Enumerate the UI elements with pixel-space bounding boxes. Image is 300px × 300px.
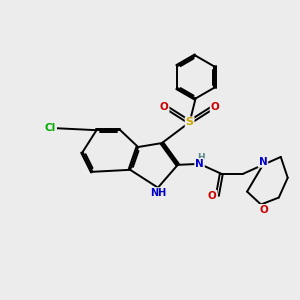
- Text: S: S: [186, 117, 194, 127]
- Text: O: O: [260, 205, 268, 215]
- Text: Cl: Cl: [45, 123, 56, 133]
- Text: N: N: [195, 159, 204, 169]
- Text: NH: NH: [150, 188, 166, 198]
- Text: H: H: [197, 153, 205, 162]
- Text: N: N: [259, 157, 267, 167]
- Text: O: O: [211, 102, 219, 112]
- Text: O: O: [160, 102, 169, 112]
- Text: O: O: [208, 190, 216, 201]
